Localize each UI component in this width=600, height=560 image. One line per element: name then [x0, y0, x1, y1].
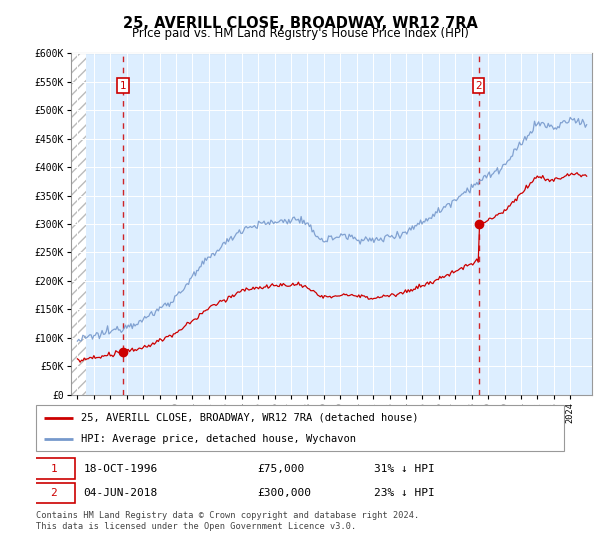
Text: 2: 2: [475, 81, 482, 91]
Text: Price paid vs. HM Land Registry's House Price Index (HPI): Price paid vs. HM Land Registry's House …: [131, 27, 469, 40]
Text: 18-OCT-1996: 18-OCT-1996: [83, 464, 158, 474]
Text: 25, AVERILL CLOSE, BROADWAY, WR12 7RA: 25, AVERILL CLOSE, BROADWAY, WR12 7RA: [122, 16, 478, 31]
FancyBboxPatch shape: [34, 483, 74, 503]
Bar: [71, 42, 86, 395]
Text: 04-JUN-2018: 04-JUN-2018: [83, 488, 158, 498]
Text: 1: 1: [120, 81, 127, 91]
Text: HPI: Average price, detached house, Wychavon: HPI: Average price, detached house, Wych…: [81, 435, 356, 444]
FancyBboxPatch shape: [36, 405, 564, 451]
Text: 23% ↓ HPI: 23% ↓ HPI: [374, 488, 434, 498]
Text: £75,000: £75,000: [258, 464, 305, 474]
Text: £300,000: £300,000: [258, 488, 312, 498]
Text: 25, AVERILL CLOSE, BROADWAY, WR12 7RA (detached house): 25, AVERILL CLOSE, BROADWAY, WR12 7RA (d…: [81, 413, 418, 423]
Text: 2: 2: [50, 488, 58, 498]
Text: This data is licensed under the Open Government Licence v3.0.: This data is licensed under the Open Gov…: [36, 522, 356, 531]
Text: Contains HM Land Registry data © Crown copyright and database right 2024.: Contains HM Land Registry data © Crown c…: [36, 511, 419, 520]
FancyBboxPatch shape: [34, 459, 74, 479]
Text: 31% ↓ HPI: 31% ↓ HPI: [374, 464, 434, 474]
Text: 1: 1: [50, 464, 58, 474]
